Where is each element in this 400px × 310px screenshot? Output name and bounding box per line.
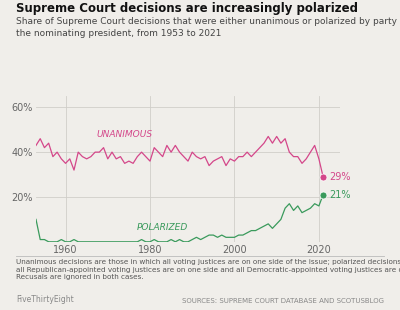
Text: Supreme Court decisions are increasingly polarized: Supreme Court decisions are increasingly… [16, 2, 358, 15]
Text: FiveThirtyEight: FiveThirtyEight [16, 295, 74, 304]
Text: 29%: 29% [330, 172, 351, 182]
Text: Unanimous decisions are those in which all voting justices are on one side of th: Unanimous decisions are those in which a… [16, 259, 400, 280]
Text: POLARIZED: POLARIZED [137, 223, 188, 232]
Text: SOURCES: SUPREME COURT DATABASE AND SCOTUSBLOG: SOURCES: SUPREME COURT DATABASE AND SCOT… [182, 298, 384, 304]
Text: UNANIMOUS: UNANIMOUS [97, 130, 153, 139]
Text: Share of Supreme Court decisions that were either unanimous or polarized by part: Share of Supreme Court decisions that we… [16, 17, 400, 38]
Text: 21%: 21% [330, 190, 351, 200]
